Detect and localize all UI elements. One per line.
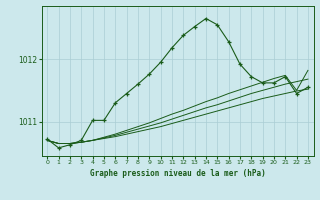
X-axis label: Graphe pression niveau de la mer (hPa): Graphe pression niveau de la mer (hPa): [90, 169, 266, 178]
